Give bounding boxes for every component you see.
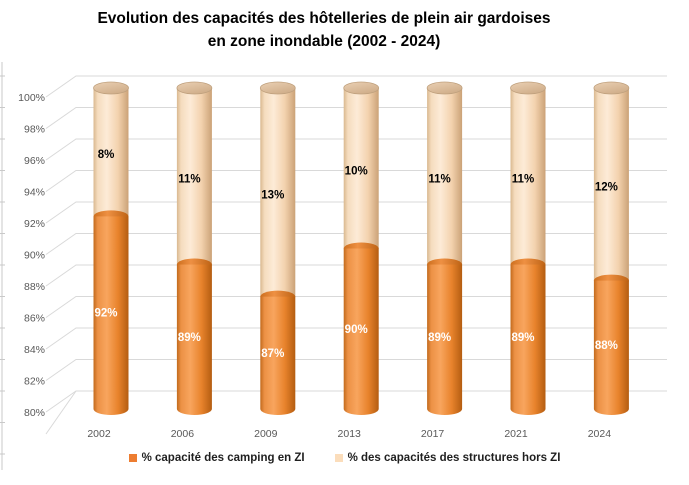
bar-segment-en-zi [176, 264, 212, 409]
bar-segment-hors-zi [427, 88, 463, 265]
floor-edge-line [45, 390, 77, 435]
data-label-hors-zi: 8% [98, 149, 115, 161]
x-axis-tick-label: 2017 [421, 428, 445, 440]
x-axis-tick-label: 2021 [504, 428, 528, 440]
gridline [45, 75, 667, 98]
data-label-en-zi: 89% [511, 332, 534, 344]
y-axis-tick-label: 84% [24, 344, 45, 356]
legend-item-camping-en-zi: % capacité des camping en ZI [128, 452, 305, 464]
bar-segment-en-zi [343, 248, 379, 409]
bar-top-cap [93, 81, 129, 95]
y-axis-tick-label: 80% [24, 407, 45, 419]
y-axis-tick-label: 92% [24, 218, 45, 230]
bar-segment-en-zi [93, 216, 129, 409]
data-label-hors-zi: 11% [178, 173, 200, 185]
bar-segment-hors-zi [260, 88, 296, 297]
gridline [45, 170, 667, 192]
data-label-hors-zi: 11% [428, 173, 450, 185]
y-axis-tick-label: 90% [24, 250, 45, 262]
bar-bottom-cap [343, 409, 379, 416]
bar-bottom-cap [510, 409, 546, 416]
legend-label-camping-en-zi: % capacité des camping en ZI [141, 452, 305, 464]
bar-segment-en-zi [427, 264, 463, 409]
gridline [45, 327, 667, 350]
gridline [45, 233, 667, 255]
data-label-en-zi: 88% [595, 340, 618, 352]
y-axis-tick-label: 88% [24, 281, 45, 293]
bar-top-cap [510, 81, 546, 95]
y-axis-tick-label: 96% [24, 155, 45, 167]
bar-segment-hors-zi [343, 88, 379, 249]
data-label-hors-zi: 11% [512, 173, 534, 185]
bar-bottom-cap [260, 409, 296, 416]
gridline [45, 296, 667, 318]
data-label-en-zi: 92% [94, 308, 117, 320]
value-axis-labels: 80% 82% 84% 86% 88% 90% 92% 94% 96% 98% 100% [18, 92, 45, 419]
category-axis-labels: 2002 2006 2009 2013 2017 2021 2024 [87, 428, 611, 440]
bar-segment-hors-zi [593, 88, 629, 281]
data-label-en-zi: 87% [261, 348, 284, 360]
gridlines [45, 75, 667, 435]
y-axis-tick-label: 86% [24, 313, 45, 325]
legend-label-structures-hors-zi: % des capacités des structures hors ZI [347, 452, 561, 464]
legend-swatch-cream [334, 454, 343, 462]
gridline [45, 201, 667, 224]
data-label-en-zi: 89% [428, 332, 451, 344]
bar-top-cap [176, 81, 213, 95]
chart-title-line1: Evolution des capacités des hôtelleries … [97, 10, 551, 27]
legend-swatch-orange [128, 454, 137, 462]
bar-segment-en-zi [510, 264, 546, 409]
bar-segment-hors-zi [510, 88, 546, 265]
bar-bottom-cap [593, 409, 629, 416]
bar-segment-hors-zi [176, 88, 212, 265]
x-axis-tick-label: 2013 [338, 428, 362, 440]
y-axis-tick-label: 94% [24, 187, 45, 199]
bar-bottom-cap [93, 409, 129, 416]
x-axis-tick-label: 2006 [171, 428, 195, 440]
value-axis-line [0, 62, 5, 470]
data-labels: 92% 8% 89% 11% 87% 13% 90% 10% 89% 11% 89% 11% 88% 12… [94, 149, 617, 360]
bar-segment-hors-zi [93, 88, 129, 217]
data-label-en-zi: 90% [345, 324, 368, 336]
legend-item-structures-hors-zi: % des capacités des structures hors ZI [334, 452, 561, 464]
bar-segment-en-zi [593, 280, 629, 409]
bar-top-cap [343, 81, 380, 95]
data-label-hors-zi: 13% [261, 189, 284, 201]
gridline [45, 264, 667, 287]
y-axis-tick-label: 98% [24, 124, 45, 136]
bar-bottom-cap [176, 409, 212, 416]
gridline [45, 359, 667, 381]
gridline [45, 107, 667, 129]
bar-bottom-cap [427, 409, 463, 416]
data-label-en-zi: 89% [178, 332, 201, 344]
chart-title-line2: en zone inondable (2002 - 2024) [207, 33, 441, 50]
x-axis-tick-label: 2002 [87, 428, 111, 440]
x-axis-tick-label: 2009 [254, 428, 278, 440]
data-label-hors-zi: 10% [345, 165, 368, 177]
chart-legend: % capacité des camping en ZI % des capac… [0, 452, 689, 464]
bar-top-cap [593, 81, 630, 95]
bar-top-cap [426, 81, 463, 95]
y-axis-tick-label: 82% [24, 376, 45, 388]
x-axis-tick-label: 2024 [588, 428, 612, 440]
bar-top-cap [259, 81, 296, 95]
data-label-hors-zi: 12% [595, 181, 618, 193]
chart-title: Evolution des capacités des hôtelleries … [0, 7, 648, 53]
gridline [45, 138, 667, 161]
bar-segment-en-zi [260, 296, 296, 409]
bars [93, 81, 630, 416]
y-axis-tick-label: 100% [18, 92, 45, 104]
